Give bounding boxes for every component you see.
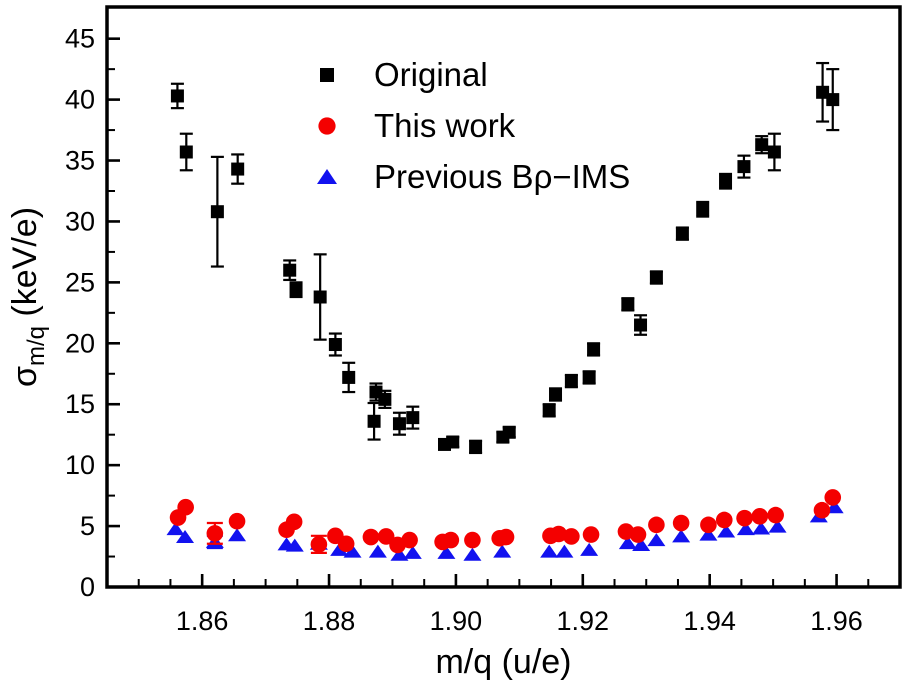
y-tick-label: 25 — [65, 267, 95, 297]
y-tick-label: 15 — [65, 389, 95, 419]
x-tick-label: 1.86 — [176, 606, 229, 636]
x-tick-label: 1.96 — [810, 606, 863, 636]
legend-label: Original — [374, 56, 488, 93]
series-this-work — [169, 489, 842, 554]
y-tick-label: 40 — [65, 85, 95, 115]
y-tick-label: 35 — [65, 146, 95, 176]
plot-frame — [105, 5, 902, 589]
legend: Original This work Previous Bρ−IMS — [317, 56, 630, 195]
legend-label: Previous Bρ−IMS — [374, 158, 630, 195]
y-tick-label: 5 — [80, 511, 95, 541]
y-tick-label: 45 — [65, 24, 95, 54]
legend-item: Original — [320, 56, 488, 93]
circle-icon — [318, 117, 336, 135]
y-tick-label: 0 — [80, 572, 95, 602]
y-tick-label: 30 — [65, 206, 95, 236]
x-tick-label: 1.90 — [430, 606, 483, 636]
legend-item: Previous Bρ−IMS — [317, 158, 630, 195]
x-axis-ticks — [137, 574, 870, 586]
y-tick-label: 10 — [65, 450, 95, 480]
y-axis-ticks — [108, 37, 120, 589]
x-tick-label: 1.88 — [303, 606, 356, 636]
x-axis-title-text: m/q (u/e) — [435, 643, 571, 681]
legend-item: This work — [318, 107, 516, 144]
series-original — [170, 61, 840, 455]
y-tick-label: 20 — [65, 328, 95, 358]
y-axis-title-text: σm/q (keV/e) — [6, 207, 50, 387]
legend-label: This work — [374, 107, 516, 144]
x-axis-title: m/q (u/e) — [435, 643, 571, 681]
y-axis-title: σm/q (keV/e) — [6, 207, 50, 387]
square-icon — [320, 68, 334, 82]
triangle-icon — [317, 169, 337, 184]
x-tick-label: 1.94 — [683, 606, 736, 636]
x-tick-label: 1.92 — [557, 606, 610, 636]
y-tick-labels: 0 5 10 15 20 25 30 35 40 45 — [65, 24, 95, 602]
x-tick-labels: 1.86 1.88 1.90 1.92 1.94 1.96 — [176, 606, 863, 636]
